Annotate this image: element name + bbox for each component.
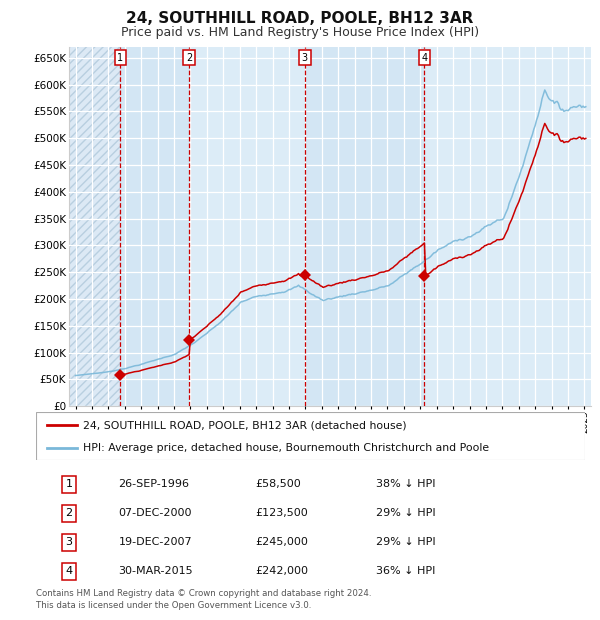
Bar [121,47,190,406]
Text: Contains HM Land Registry data © Crown copyright and database right 2024.
This d: Contains HM Land Registry data © Crown c… [36,589,371,610]
Text: 4: 4 [65,567,73,577]
Text: 2: 2 [65,508,73,518]
Text: 1: 1 [65,479,73,489]
Text: 30-MAR-2015: 30-MAR-2015 [118,567,193,577]
Bar [305,47,424,406]
Text: 2: 2 [186,53,193,63]
Bar [190,47,305,406]
FancyBboxPatch shape [36,412,585,460]
Text: HPI: Average price, detached house, Bournemouth Christchurch and Poole: HPI: Average price, detached house, Bour… [83,443,489,453]
Text: 1: 1 [118,53,124,63]
Text: 3: 3 [302,53,308,63]
Text: 38% ↓ HPI: 38% ↓ HPI [376,479,436,489]
Text: 3: 3 [65,538,73,547]
Text: 07-DEC-2000: 07-DEC-2000 [118,508,192,518]
Text: £242,000: £242,000 [256,567,308,577]
Text: £123,500: £123,500 [256,508,308,518]
Text: Price paid vs. HM Land Registry's House Price Index (HPI): Price paid vs. HM Land Registry's House … [121,26,479,39]
Text: 24, SOUTHHILL ROAD, POOLE, BH12 3AR: 24, SOUTHHILL ROAD, POOLE, BH12 3AR [127,11,473,26]
Text: 36% ↓ HPI: 36% ↓ HPI [376,567,436,577]
Bar [424,47,591,406]
Text: 24, SOUTHHILL ROAD, POOLE, BH12 3AR (detached house): 24, SOUTHHILL ROAD, POOLE, BH12 3AR (det… [83,420,406,430]
Text: £245,000: £245,000 [256,538,308,547]
Text: 29% ↓ HPI: 29% ↓ HPI [376,538,436,547]
Text: 29% ↓ HPI: 29% ↓ HPI [376,508,436,518]
Text: 4: 4 [421,53,427,63]
Text: £58,500: £58,500 [256,479,301,489]
Text: 26-SEP-1996: 26-SEP-1996 [118,479,190,489]
Bar [69,47,121,406]
Text: 19-DEC-2007: 19-DEC-2007 [118,538,192,547]
